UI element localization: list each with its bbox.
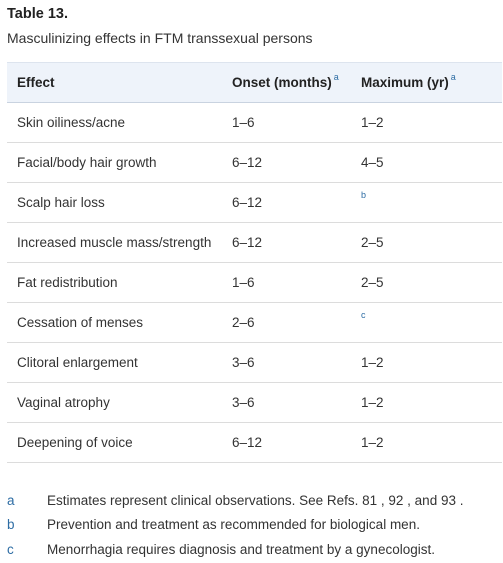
cell-maximum-value: 1–2 <box>361 355 384 370</box>
cell-onset: 3–6 <box>232 355 255 370</box>
cell-onset: 3–6 <box>232 395 255 410</box>
table-row: Fat redistribution 1–6 2–5 <box>7 263 502 303</box>
cell-maximum-value: 4–5 <box>361 155 384 170</box>
header-onset: Onset (months) a <box>232 72 339 90</box>
cell-maximum-value: 1–2 <box>361 435 384 450</box>
table-footnotes: a Estimates represent clinical observatio… <box>7 488 502 562</box>
table-header-row: Effect Onset (months) a Maximum (yr) a <box>7 62 502 103</box>
cell-effect: Scalp hair loss <box>17 195 105 210</box>
header-maximum: Maximum (yr) a <box>361 72 456 90</box>
cell-maximum-value: 1–2 <box>361 395 384 410</box>
cell-effect: Skin oiliness/acne <box>17 115 126 130</box>
cell-onset: 6–12 <box>232 235 263 250</box>
cell-maximum-value: 1–2 <box>361 115 384 130</box>
data-table-container: Effect Onset (months) a Maximum (yr) a Ski… <box>7 62 502 463</box>
table-row: Facial/body hair growth 6–12 4–5 <box>7 143 502 183</box>
cell-maximum: 1–2 <box>357 383 502 423</box>
footnote-item: a Estimates represent clinical observatio… <box>7 488 502 513</box>
footnote-text: Menorrhagia requires diagnosis and treat… <box>47 541 435 557</box>
footnote-text: Estimates represent clinical observation… <box>47 492 464 508</box>
table-row: Vaginal atrophy 3–6 1–2 <box>7 383 502 423</box>
cell-effect: Facial/body hair growth <box>17 155 157 170</box>
footnote-ref-link[interactable]: b <box>361 190 367 200</box>
table-row: Skin oiliness/acne 1–6 1–2 <box>7 103 502 143</box>
cell-maximum: b <box>357 183 502 223</box>
footnote-ref-link[interactable]: a <box>450 72 456 82</box>
cell-onset: 2–6 <box>232 315 255 330</box>
table-title: Table 13. <box>7 6 68 22</box>
cell-onset: 6–12 <box>232 435 263 450</box>
cell-maximum: 1–2 <box>357 343 502 383</box>
footnote-label[interactable]: b <box>7 517 15 533</box>
cell-maximum-value: 2–5 <box>361 235 384 250</box>
table-row: Increased muscle mass/strength 6–12 2–5 <box>7 223 502 263</box>
cell-onset: 1–6 <box>232 115 255 130</box>
table-row: Scalp hair loss 6–12 b <box>7 183 502 223</box>
cell-effect: Vaginal atrophy <box>17 395 110 410</box>
cell-onset: 1–6 <box>232 275 255 290</box>
footnote-ref-link[interactable]: c <box>361 310 366 320</box>
cell-maximum: c <box>357 303 502 343</box>
cell-onset: 6–12 <box>232 155 263 170</box>
masculinizing-effects-table: Effect Onset (months) a Maximum (yr) a Ski… <box>7 62 502 463</box>
cell-effect: Increased muscle mass/strength <box>17 235 212 250</box>
cell-onset: 6–12 <box>232 195 263 210</box>
cell-maximum: 2–5 <box>357 223 502 263</box>
table-body: Skin oiliness/acne 1–6 1–2 Facial/body hair… <box>7 103 502 463</box>
cell-effect: Fat redistribution <box>17 275 118 290</box>
table-row: Cessation of menses 2–6 c <box>7 303 502 343</box>
cell-effect: Clitoral enlargement <box>17 355 138 370</box>
table-caption: Masculinizing effects in FTM transsexual… <box>7 30 313 46</box>
cell-maximum: 2–5 <box>357 263 502 303</box>
cell-effect: Cessation of menses <box>17 315 144 330</box>
header-effect: Effect <box>17 75 55 90</box>
footnote-label[interactable]: c <box>7 541 14 557</box>
cell-maximum: 1–2 <box>357 103 502 143</box>
footnote-ref-link[interactable]: a <box>333 72 339 82</box>
cell-maximum: 1–2 <box>357 423 502 463</box>
footnote-item: b Prevention and treatment as recommended… <box>7 513 502 538</box>
footnote-item: c Menorrhagia requires diagnosis and trea… <box>7 537 502 562</box>
footnote-text: Prevention and treatment as recommended … <box>47 517 420 533</box>
cell-effect: Deepening of voice <box>17 435 133 450</box>
cell-maximum-value: 2–5 <box>361 275 384 290</box>
table-row: Clitoral enlargement 3–6 1–2 <box>7 343 502 383</box>
cell-maximum: 4–5 <box>357 143 502 183</box>
table-row: Deepening of voice 6–12 1–2 <box>7 423 502 463</box>
footnote-label[interactable]: a <box>7 492 15 508</box>
